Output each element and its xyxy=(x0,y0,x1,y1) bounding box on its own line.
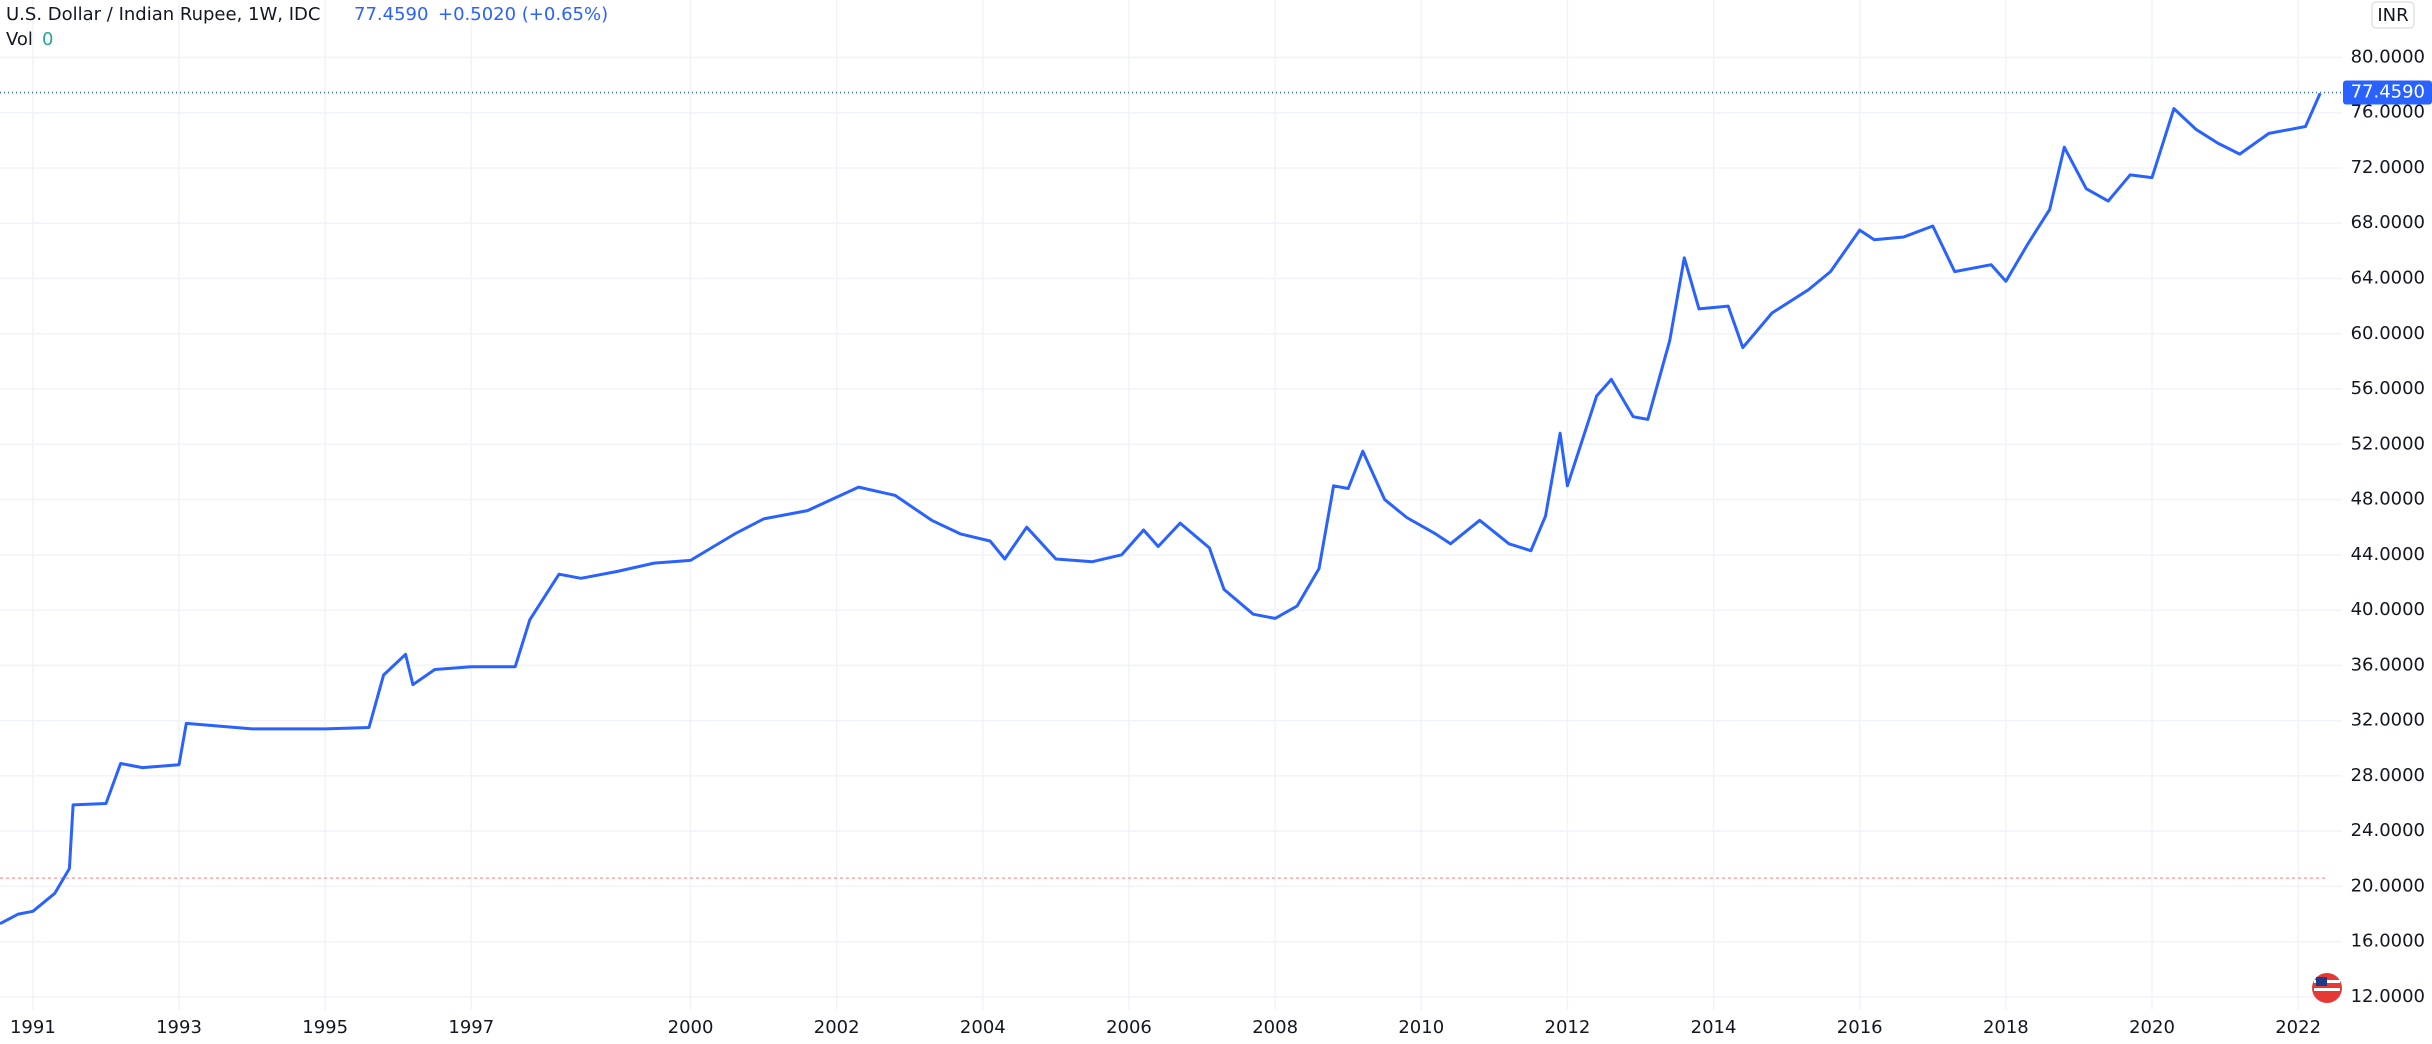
x-tick-label: 2000 xyxy=(668,1017,714,1038)
x-tick-label: 2014 xyxy=(1691,1017,1737,1038)
x-tick-label: 1991 xyxy=(10,1017,56,1038)
x-tick-label: 1993 xyxy=(156,1017,202,1038)
y-tick-label: 64.0000 xyxy=(2351,268,2425,289)
x-tick-label: 1995 xyxy=(302,1017,348,1038)
x-tick-label: 2020 xyxy=(2129,1017,2175,1038)
y-tick-label: 28.0000 xyxy=(2351,765,2425,786)
x-tick-label: 2010 xyxy=(1398,1017,1444,1038)
y-tick-label: 16.0000 xyxy=(2351,931,2425,952)
x-tick-label: 2012 xyxy=(1545,1017,1591,1038)
x-tick-label: 2022 xyxy=(2275,1017,2321,1038)
x-tick-label: 2002 xyxy=(814,1017,860,1038)
x-tick-label: 2004 xyxy=(960,1017,1006,1038)
y-tick-label: 40.0000 xyxy=(2351,599,2425,620)
y-tick-label: 76.0000 xyxy=(2351,102,2425,123)
y-tick-label: 52.0000 xyxy=(2351,433,2425,454)
volume-label: Vol xyxy=(6,29,33,50)
x-tick-label: 2018 xyxy=(1983,1017,2029,1038)
volume-value: 0 xyxy=(42,29,53,50)
y-tick-label: 48.0000 xyxy=(2351,489,2425,510)
y-tick-label: 44.0000 xyxy=(2351,544,2425,565)
y-tick-label: 12.0000 xyxy=(2351,986,2425,1007)
last-price-label: 77.4590 xyxy=(2351,82,2425,103)
header-price: 77.4590 xyxy=(354,4,428,25)
y-tick-label: 24.0000 xyxy=(2351,820,2425,841)
x-tick-label: 2006 xyxy=(1106,1017,1152,1038)
currency-button[interactable] xyxy=(2371,1,2415,29)
y-tick-label: 20.0000 xyxy=(2351,875,2425,896)
header-change: +0.5020 (+0.65%) xyxy=(438,4,608,25)
last-price-box xyxy=(2343,80,2432,105)
grid xyxy=(0,0,2342,1010)
x-tick-label: 2008 xyxy=(1252,1017,1298,1038)
x-tick-label: 1997 xyxy=(448,1017,494,1038)
flag-icon xyxy=(2312,973,2342,1003)
y-tick-label: 60.0000 xyxy=(2351,323,2425,344)
x-tick-label: 2016 xyxy=(1837,1017,1883,1038)
y-tick-label: 80.0000 xyxy=(2351,46,2425,67)
plot: 12.0000 16.0000 20.0000 24.0000 28.0000 32.00… xyxy=(0,46,2432,1038)
y-tick-label: 72.0000 xyxy=(2351,157,2425,178)
y-tick-label: 68.0000 xyxy=(2351,212,2425,233)
y-tick-label: 56.0000 xyxy=(2351,378,2425,399)
price-line xyxy=(0,92,2322,926)
y-tick-label: 32.0000 xyxy=(2351,710,2425,731)
y-tick-label: 36.0000 xyxy=(2351,654,2425,675)
currency-label[interactable]: INR xyxy=(2377,5,2408,26)
chart-title: U.S. Dollar / Indian Rupee, 1W, IDC xyxy=(6,4,320,25)
